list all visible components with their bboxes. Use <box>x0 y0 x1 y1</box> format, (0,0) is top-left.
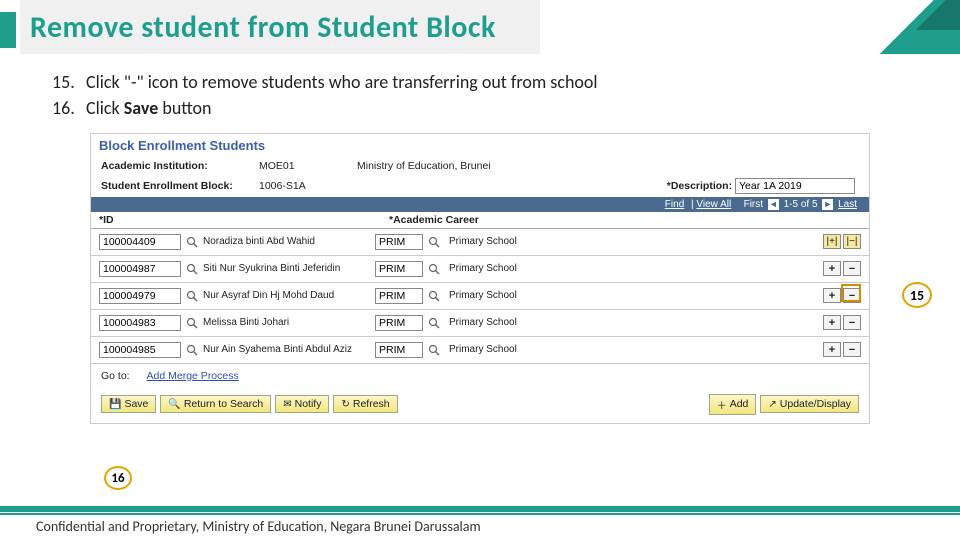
career-input[interactable] <box>375 315 423 331</box>
table-row: Melissa Binti Johari Primary School+− <box>91 310 869 337</box>
institution-row: Academic Institution: MOE01 Ministry of … <box>91 157 869 175</box>
find-link[interactable]: Find <box>665 199 684 210</box>
col-id: *ID <box>99 214 389 226</box>
callout-16: 16 <box>104 466 132 490</box>
title-container: Remove student from Student Block <box>20 0 540 54</box>
page-title: Remove student from Student Block <box>30 9 496 46</box>
student-name: Nur Ain Syahema Binti Abdul Aziz <box>203 344 375 355</box>
callout-15: 15 <box>902 282 932 308</box>
student-name: Nur Asyraf Din Hj Mohd Daud <box>203 290 375 301</box>
lookup-icon[interactable] <box>186 290 198 302</box>
footer-bars <box>0 506 960 512</box>
id-input[interactable] <box>99 261 181 277</box>
block-label: Student Enrollment Block: <box>101 180 259 192</box>
notify-button[interactable]: ✉Notify <box>275 395 329 413</box>
add-row-button[interactable]: + <box>823 315 841 330</box>
prev-icon[interactable]: ◄ <box>768 199 779 210</box>
lookup-icon[interactable] <box>428 344 440 356</box>
title-bar: Remove student from Student Block <box>0 0 960 56</box>
career-input[interactable] <box>375 234 423 250</box>
institution-code: MOE01 <box>259 160 357 172</box>
view-all-link[interactable]: View All <box>696 199 731 210</box>
block-row: Student Enrollment Block: 1006-S1A *Desc… <box>91 175 869 197</box>
search-icon: 🔍 <box>168 399 180 410</box>
next-icon[interactable]: ► <box>822 199 833 210</box>
goto-label: Go to: <box>101 370 130 382</box>
instruction-item: 16.Click Save button <box>52 96 908 120</box>
instruction-text: Click Save button <box>86 97 211 119</box>
add-icon: ＋ <box>717 397 727 412</box>
instruction-text: Click "-" icon to remove students who ar… <box>86 71 598 93</box>
id-input[interactable] <box>99 342 181 358</box>
lookup-icon[interactable] <box>186 263 198 275</box>
add-merge-link[interactable]: Add Merge Process <box>147 370 239 382</box>
update-button[interactable]: ↗Update/Display <box>760 395 859 413</box>
table-row: Nur Ain Syahema Binti Abdul Aziz Primary … <box>91 337 869 364</box>
save-button[interactable]: 💾Save <box>101 395 156 413</box>
student-name: Siti Nur Syukrina Binti Jeferidin <box>203 263 375 274</box>
career-label: Primary School <box>449 344 823 355</box>
grid-column-headers: *ID *Academic Career <box>91 212 869 229</box>
remove-row-button[interactable]: − <box>843 261 861 276</box>
instructions-list: 15.Click "-" icon to remove students who… <box>0 56 960 129</box>
callout-15-highlight <box>841 284 861 302</box>
save-icon: 💾 <box>109 399 121 410</box>
panel-heading: Block Enrollment Students <box>91 134 869 157</box>
lookup-icon[interactable] <box>186 344 198 356</box>
col-career: *Academic Career <box>389 214 861 226</box>
block-value: 1006-S1A <box>259 180 357 192</box>
lookup-icon[interactable] <box>428 236 440 248</box>
lookup-button[interactable]: |+| <box>823 234 841 249</box>
refresh-icon: ↻ <box>341 399 349 410</box>
id-input[interactable] <box>99 288 181 304</box>
add-row-button[interactable]: + <box>823 288 841 303</box>
range-label: 1-5 of 5 <box>784 199 818 210</box>
footer-text: Confidential and Proprietary, Ministry o… <box>36 518 481 535</box>
career-input[interactable] <box>375 342 423 358</box>
notify-icon: ✉ <box>283 399 291 410</box>
lookup-icon[interactable] <box>186 236 198 248</box>
student-name: Noradiza binti Abd Wahid <box>203 236 375 247</box>
add-row-button[interactable]: + <box>823 261 841 276</box>
remove-row-button[interactable]: − <box>843 315 861 330</box>
career-label: Primary School <box>449 263 823 274</box>
instruction-item: 15.Click "-" icon to remove students who… <box>52 70 908 94</box>
career-input[interactable] <box>375 261 423 277</box>
description-label: *Description: <box>667 180 732 192</box>
id-input[interactable] <box>99 234 181 250</box>
table-row: Noradiza binti Abd Wahid Primary School|+… <box>91 229 869 256</box>
refresh-button[interactable]: ↻Refresh <box>333 395 397 413</box>
add-button[interactable]: ＋Add <box>709 394 757 415</box>
corner-decoration <box>860 0 960 54</box>
grid-header-bar: Find | View All First ◄ 1-5 of 5 ► Last <box>91 197 869 212</box>
table-row: Siti Nur Syukrina Binti Jeferidin Primary… <box>91 256 869 283</box>
app-screenshot: Block Enrollment Students Academic Insti… <box>90 133 870 424</box>
lookup-icon[interactable] <box>186 317 198 329</box>
lookup-minus-button[interactable]: |−| <box>843 234 861 249</box>
lookup-icon[interactable] <box>428 263 440 275</box>
last-link[interactable]: Last <box>838 199 857 210</box>
return-button[interactable]: 🔍Return to Search <box>160 395 271 413</box>
career-input[interactable] <box>375 288 423 304</box>
career-label: Primary School <box>449 290 823 301</box>
update-icon: ↗ <box>768 399 776 410</box>
student-name: Melissa Binti Johari <box>203 317 375 328</box>
career-label: Primary School <box>449 236 823 247</box>
first-label: First <box>744 199 763 210</box>
id-input[interactable] <box>99 315 181 331</box>
table-row: Nur Asyraf Din Hj Mohd Daud Primary Schoo… <box>91 283 869 310</box>
accent-block <box>0 12 16 48</box>
institution-name: Ministry of Education, Brunei <box>357 160 859 172</box>
add-row-button[interactable]: + <box>823 342 841 357</box>
lookup-icon[interactable] <box>428 317 440 329</box>
remove-row-button[interactable]: − <box>843 342 861 357</box>
goto-row: Go to: Add Merge Process <box>91 364 869 388</box>
institution-label: Academic Institution: <box>101 160 259 172</box>
lookup-icon[interactable] <box>428 290 440 302</box>
career-label: Primary School <box>449 317 823 328</box>
description-input[interactable] <box>735 178 855 194</box>
button-bar: 💾Save 🔍Return to Search ✉Notify ↻Refresh… <box>91 388 869 423</box>
